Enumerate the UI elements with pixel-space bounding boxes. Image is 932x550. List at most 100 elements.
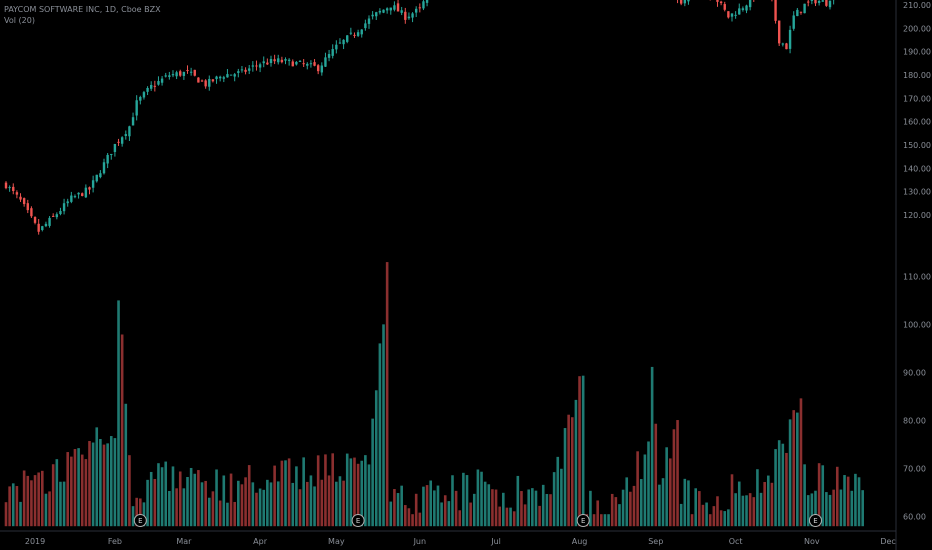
earnings-marker[interactable] bbox=[133, 514, 147, 527]
volume-bar bbox=[204, 480, 207, 527]
volume-bar bbox=[142, 502, 146, 527]
volume-bar bbox=[400, 485, 403, 527]
price-axis[interactable]: 120.00 130.00 140.00 150.00 160.00 170.00 180.… bbox=[903, 0, 931, 522]
volume-bar bbox=[371, 418, 374, 527]
volume-bar bbox=[683, 478, 687, 527]
volume-bar bbox=[226, 502, 229, 527]
volume-bar bbox=[15, 486, 19, 527]
volume-indicator-label: Vol (20) bbox=[4, 16, 35, 25]
volume-bar bbox=[512, 511, 516, 527]
earnings-marker[interactable] bbox=[576, 514, 590, 527]
volume-bar bbox=[556, 456, 560, 527]
volume-bar bbox=[777, 440, 781, 527]
volume-bar bbox=[70, 456, 73, 527]
volume-bar bbox=[701, 504, 705, 527]
candle-body bbox=[280, 59, 284, 63]
candle-body bbox=[175, 72, 178, 77]
candle-body bbox=[193, 69, 196, 76]
candle-body bbox=[168, 75, 171, 77]
volume-bar bbox=[313, 486, 316, 527]
time-tick-label: Sep bbox=[648, 537, 663, 546]
candle-body bbox=[164, 75, 167, 77]
price-tick-label: 180.00 bbox=[903, 71, 931, 80]
volume-bar bbox=[160, 467, 164, 527]
price-tick-label: 160.00 bbox=[903, 118, 931, 127]
time-tick-label: Aug bbox=[572, 537, 588, 546]
candle-body bbox=[385, 8, 389, 11]
time-tick-label: Mar bbox=[176, 537, 192, 546]
candle-body bbox=[807, 1, 810, 3]
volume-bar bbox=[139, 498, 142, 527]
earnings-marker[interactable] bbox=[351, 514, 365, 527]
candle-body bbox=[291, 61, 294, 67]
price-tick-label: 120.00 bbox=[903, 211, 931, 220]
volume-bar bbox=[353, 457, 356, 527]
volume-bar bbox=[360, 460, 364, 527]
volume-bar bbox=[233, 501, 236, 527]
volume-bar bbox=[589, 490, 592, 527]
volume-bar bbox=[505, 507, 509, 527]
volume-bar bbox=[799, 398, 803, 527]
time-tick-label: Jul bbox=[490, 537, 501, 546]
volume-bar bbox=[262, 489, 266, 527]
volume-bar bbox=[447, 501, 451, 527]
candle-body bbox=[364, 23, 367, 29]
time-axis[interactable]: 2019 Feb Mar Apr May Jun Jul Aug Sep Oct Nov Dec bbox=[25, 537, 896, 546]
volume-bar bbox=[705, 502, 708, 527]
candle-body bbox=[719, 1, 723, 4]
volume-bar bbox=[665, 447, 668, 527]
volume-bar bbox=[854, 473, 857, 527]
volume-bar bbox=[51, 464, 55, 527]
volume-bar bbox=[84, 459, 88, 527]
earnings-marker[interactable] bbox=[808, 514, 822, 527]
candle-body bbox=[389, 7, 392, 11]
candle-body bbox=[810, 0, 814, 1]
candle-body bbox=[821, 0, 824, 2]
volume-bar bbox=[222, 475, 226, 527]
volume-bar bbox=[592, 514, 596, 527]
candle-body bbox=[66, 201, 69, 204]
price-tick-label: 200.00 bbox=[903, 24, 931, 33]
volume-bar bbox=[135, 497, 138, 527]
candle-body bbox=[157, 81, 160, 85]
volume-bar bbox=[164, 461, 168, 527]
candle-body bbox=[55, 214, 59, 218]
volume-bar bbox=[309, 475, 313, 527]
volume-bar bbox=[331, 453, 334, 527]
volume-bar bbox=[374, 390, 378, 527]
candle-body bbox=[799, 11, 803, 13]
time-tick-label: Apr bbox=[253, 537, 268, 546]
volume-bar bbox=[193, 473, 197, 527]
volume-bar bbox=[687, 480, 690, 527]
volume-bar bbox=[26, 475, 30, 527]
volume-bar bbox=[483, 481, 487, 527]
candle-body bbox=[313, 62, 316, 66]
volume-bar bbox=[763, 482, 766, 527]
candle-body bbox=[84, 187, 88, 198]
volume-bar bbox=[545, 493, 549, 527]
candle-body bbox=[262, 61, 265, 64]
candle-body bbox=[208, 78, 211, 87]
volume-bar bbox=[803, 464, 806, 527]
candle-body bbox=[360, 29, 363, 35]
candle-body bbox=[211, 79, 215, 82]
volume-bar bbox=[367, 464, 371, 527]
candle-body bbox=[411, 13, 414, 18]
candle-body bbox=[51, 215, 55, 217]
volume-bar bbox=[80, 454, 84, 527]
candle-body bbox=[741, 8, 745, 10]
candle-body bbox=[150, 84, 153, 89]
volume-bar bbox=[324, 454, 327, 527]
candle-body bbox=[785, 43, 788, 50]
volume-bar bbox=[494, 489, 498, 527]
volume-bar bbox=[4, 502, 8, 527]
candle-body bbox=[160, 78, 164, 83]
candle-body bbox=[70, 195, 73, 202]
candle-body bbox=[135, 100, 138, 116]
volume-bar bbox=[255, 492, 258, 527]
volume-bar bbox=[396, 493, 400, 527]
volume-bar bbox=[218, 500, 222, 527]
candle-body bbox=[796, 9, 799, 17]
volume-bar bbox=[287, 458, 291, 527]
